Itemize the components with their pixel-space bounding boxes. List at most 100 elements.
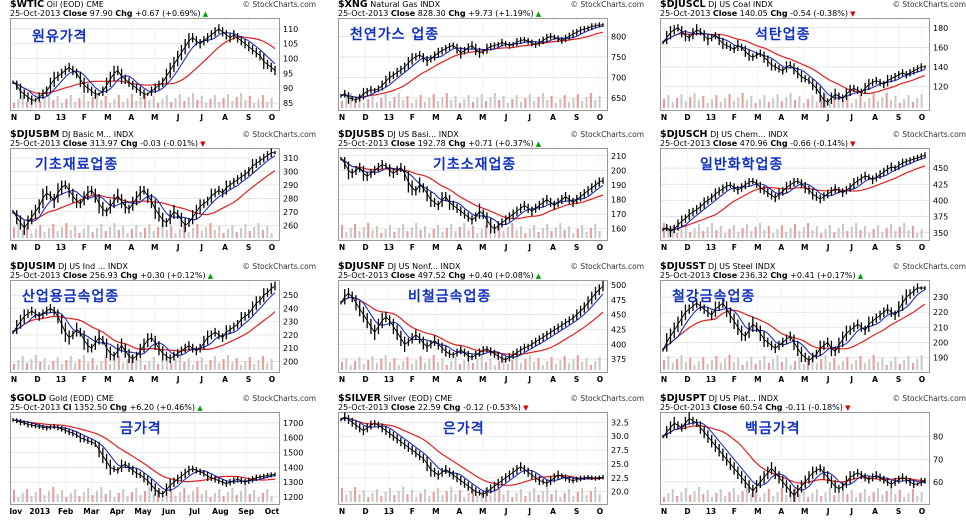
volume-bar <box>349 228 352 238</box>
korean-title: 천연가스 업종 <box>350 27 440 43</box>
quote-date: 25-Oct-2013 <box>10 139 61 148</box>
volume-bar <box>380 496 383 502</box>
volume-bar <box>100 487 103 502</box>
volume-bar <box>397 228 400 238</box>
volume-bar <box>253 227 256 238</box>
volume-bar <box>21 95 24 108</box>
volume-bar <box>537 358 540 370</box>
volume-bar <box>56 231 59 238</box>
volume-bar <box>69 356 72 370</box>
x-tick-label: J <box>527 375 531 384</box>
x-tick-label: M <box>479 375 486 384</box>
y-tick-label: 190 <box>933 353 948 362</box>
up-arrow-icon: ▲ <box>200 10 209 18</box>
chart-header: $DJUSPT DJ US Plat... INDX <box>660 394 779 404</box>
volume-bar <box>724 98 727 108</box>
volume-bar <box>126 496 129 502</box>
volume-bar <box>480 94 483 108</box>
volume-bar <box>916 233 919 238</box>
volume-bar <box>663 99 665 108</box>
volume-bar <box>226 229 229 238</box>
y-tick-label: 60 <box>933 478 943 487</box>
volume-bar <box>671 363 674 370</box>
volume-bar <box>345 97 348 108</box>
volume-bar <box>375 226 378 238</box>
volume-bar <box>222 359 225 370</box>
y-tick-label: 180 <box>611 196 626 205</box>
volume-bar <box>244 487 247 502</box>
volume-bar <box>423 226 426 238</box>
plot-frame <box>338 18 608 111</box>
y-tick-label: 85 <box>283 99 293 108</box>
volume-bar <box>663 223 665 238</box>
volume-bar <box>684 362 687 370</box>
chart-header: $DJUSBS DJ US Basi... INDX <box>338 130 459 140</box>
volume-bar <box>480 229 483 238</box>
volume-bar <box>502 96 505 108</box>
volume-bar <box>728 355 731 370</box>
moving-average-short <box>340 293 604 358</box>
volume-bar <box>144 365 146 370</box>
volume-bar <box>594 100 597 108</box>
moving-average-long <box>12 419 276 483</box>
quote-date: 25-Oct-2013 <box>338 271 389 280</box>
volume-bar <box>410 490 413 502</box>
close-label: Close <box>62 271 88 280</box>
volume-bar <box>824 492 827 502</box>
x-tick-label: N <box>339 113 345 122</box>
volume-bar <box>209 497 212 502</box>
volume-bar <box>380 233 383 238</box>
volume-bar <box>157 490 160 502</box>
volume-bar <box>248 231 251 238</box>
volume-bar <box>87 225 90 238</box>
x-tick-label: M <box>104 243 111 252</box>
x-tick-label: O <box>919 507 925 516</box>
volume-bar <box>802 490 805 502</box>
volume-bar <box>598 96 601 108</box>
volume-bar <box>257 360 260 370</box>
x-tick-label: 13 <box>56 375 66 384</box>
x-tick-label: S <box>574 375 579 384</box>
volume-bar <box>445 365 448 370</box>
volume-bar <box>144 491 146 502</box>
volume-bar <box>65 360 68 370</box>
x-tick-label: A <box>456 507 462 516</box>
x-tick-label: 13 <box>384 507 394 516</box>
volume-bar <box>689 232 692 238</box>
volume-bar <box>693 93 696 108</box>
volume-bar <box>74 489 77 502</box>
volume-bar <box>104 494 107 502</box>
volume-bar <box>815 363 818 370</box>
volume-bar <box>846 231 849 238</box>
volume-bar <box>458 103 461 108</box>
y-tick-label: 1700 <box>283 419 303 428</box>
x-tick-label: S <box>246 113 251 122</box>
volume-bar <box>820 359 823 370</box>
exchange-label: INDX <box>758 394 779 403</box>
volume-bar <box>389 488 392 502</box>
volume-bar <box>226 94 229 108</box>
volume-bar <box>589 93 592 108</box>
volume-bar <box>423 102 426 108</box>
volume-bar <box>148 361 151 370</box>
volume-bar <box>515 493 518 502</box>
volume-bar <box>472 226 474 238</box>
volume-bar <box>511 360 514 370</box>
volume-bar <box>257 99 260 108</box>
volume-bar <box>148 100 151 108</box>
volume-bar <box>824 229 827 238</box>
x-tick-label: M <box>801 375 808 384</box>
volume-bar <box>122 363 125 370</box>
volume-bar <box>498 100 501 108</box>
volume-bar <box>432 229 435 238</box>
volume-bar <box>533 488 536 502</box>
volume-bar <box>109 103 112 108</box>
quote-line: 25-Oct-2013 Close 22.59 Chg -0.12 (-0.53… <box>338 403 528 413</box>
volume-bar <box>231 101 234 108</box>
x-tick-label: A <box>550 243 556 252</box>
volume-bar <box>911 102 914 108</box>
volume-bar <box>91 232 94 238</box>
y-tick-label: 110 <box>283 25 298 34</box>
volume-bar <box>345 495 348 502</box>
x-tick-label: M <box>801 243 808 252</box>
